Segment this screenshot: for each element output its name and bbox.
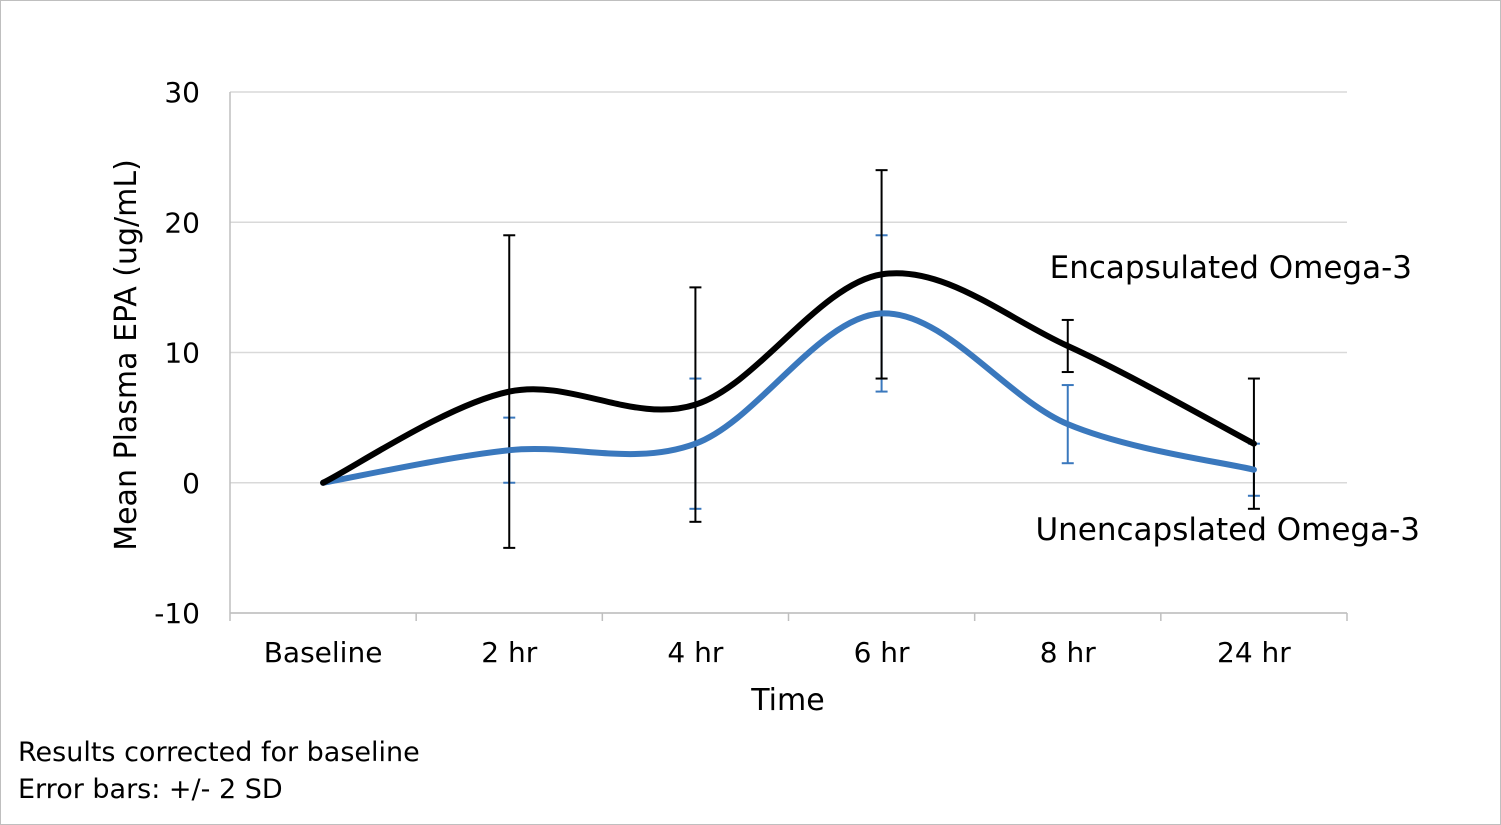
note-baseline-correction: Results corrected for baseline: [18, 737, 420, 768]
x-tick-label: 2 hr: [481, 636, 537, 669]
series-label-unencapsulated: Unencapslated Omega-3: [1035, 512, 1420, 548]
y-axis-title: Mean Plasma EPA (ug/mL): [109, 159, 144, 551]
error-bars: [503, 169, 1260, 549]
x-tick-labels: Baseline 2 hr 4 hr 6 hr 8 hr 24 hr: [264, 636, 1292, 669]
x-tick-label: 4 hr: [667, 636, 723, 669]
y-tick-label: 20: [164, 206, 200, 239]
series-label-encapsulated: Encapsulated Omega-3: [1050, 250, 1412, 286]
x-axis-title: Time: [750, 683, 824, 718]
y-tick-label: -10: [154, 597, 200, 630]
note-error-bars: Error bars: +/- 2 SD: [18, 774, 283, 805]
x-tick-label: Baseline: [264, 636, 383, 669]
x-tick-label: 8 hr: [1040, 636, 1096, 669]
y-tick-label: 30: [164, 76, 200, 109]
y-tick-label: 10: [164, 337, 200, 370]
axes: [229, 92, 1348, 621]
y-tick-label: 0: [182, 467, 200, 500]
y-tick-labels: -10 0 10 20 30: [154, 76, 200, 630]
x-tick-label: 24 hr: [1217, 636, 1291, 669]
x-tick-label: 6 hr: [854, 636, 910, 669]
series-line: [320, 310, 1257, 486]
series-lines: [320, 270, 1257, 486]
series-line: [320, 270, 1257, 486]
